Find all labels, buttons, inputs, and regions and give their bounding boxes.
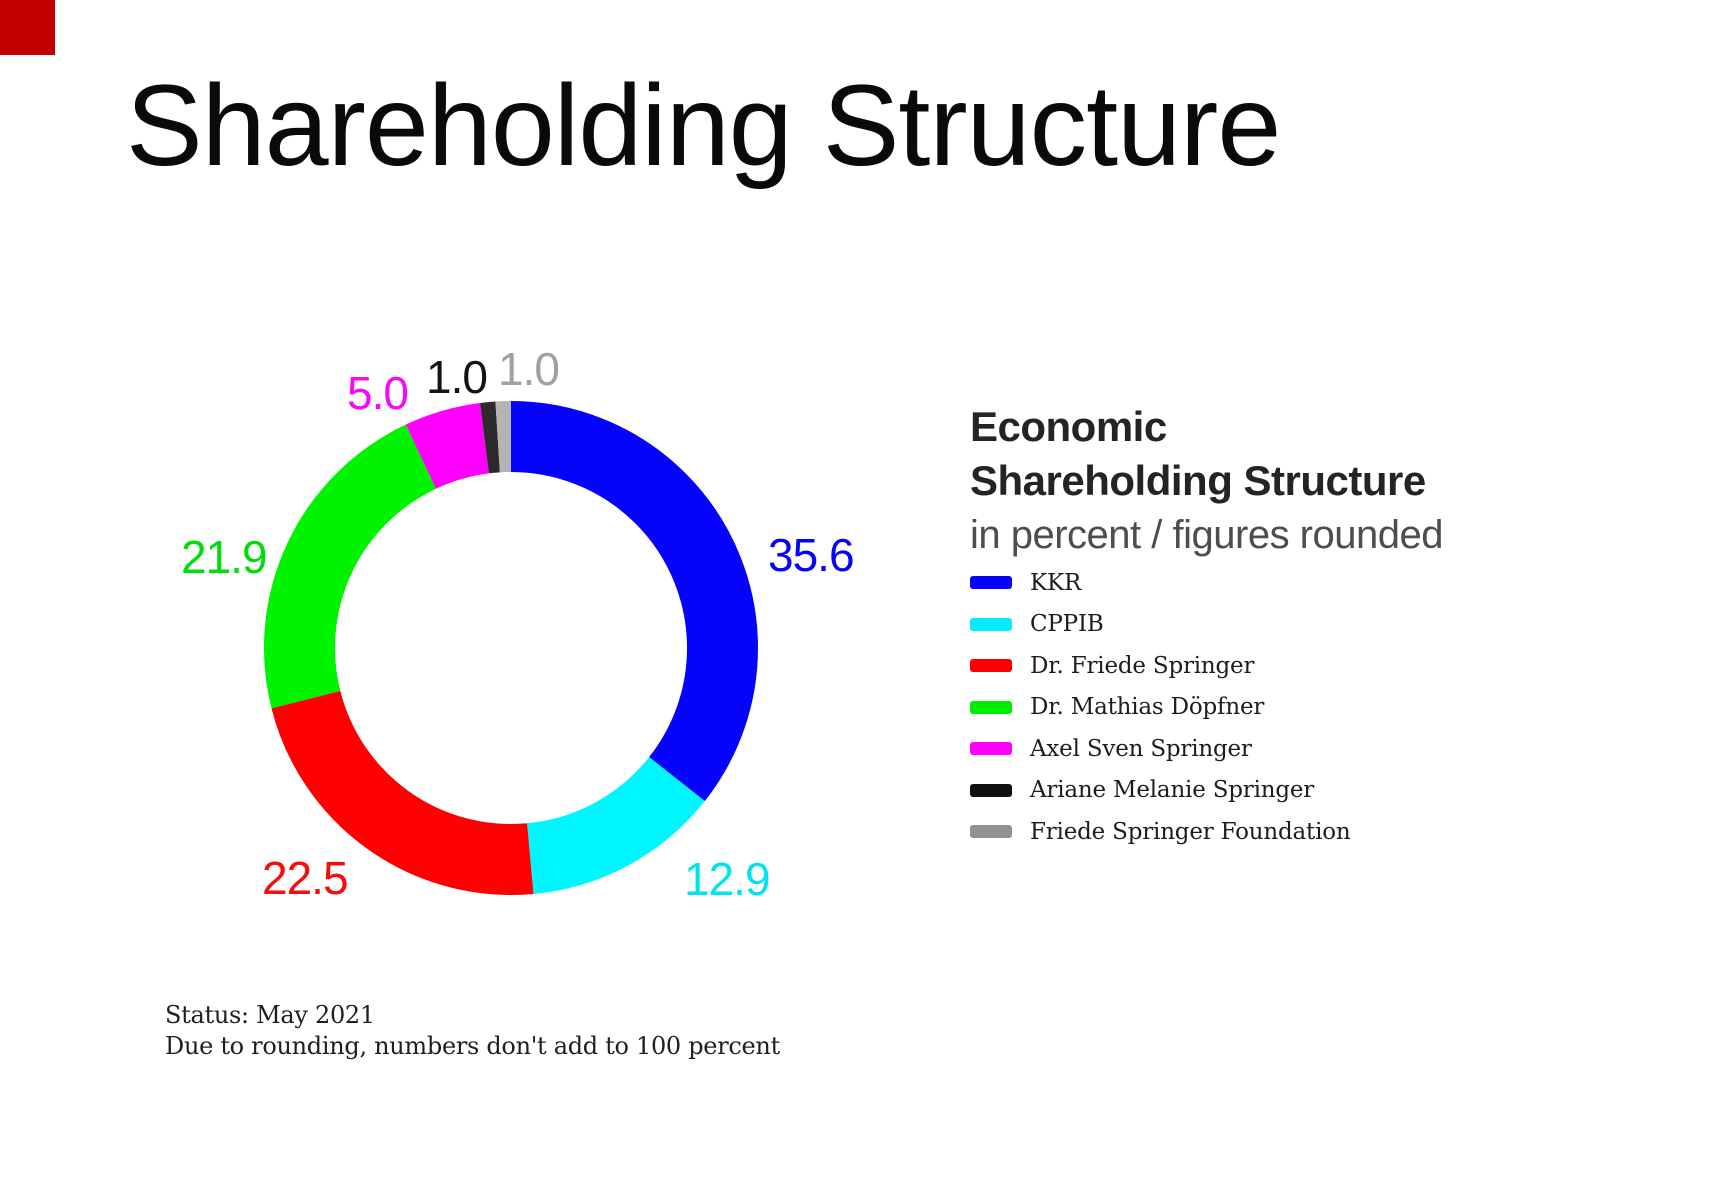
legend-swatch: [970, 700, 1012, 714]
legend-swatch: [970, 659, 1012, 673]
status-line: Status: May 2021: [165, 1001, 375, 1029]
legend-label: Friede Springer Foundation: [1030, 818, 1351, 845]
legend-label: Dr. Mathias Döpfner: [1030, 694, 1265, 721]
legend-label: Axel Sven Springer: [1030, 735, 1252, 762]
legend-items: KKR CPPIB Dr. Friede Springer Dr. Mathias D…: [970, 562, 1351, 853]
donut-segment: [264, 401, 758, 895]
page-title: Shareholding Structure: [126, 62, 1281, 190]
slice-label: 21.9: [181, 531, 268, 583]
brand-corner-square: [0, 0, 55, 55]
legend-row: KKR: [970, 562, 1351, 604]
legend-label: CPPIB: [1030, 611, 1104, 638]
rounding-note: Due to rounding, numbers don't add to 10…: [165, 1032, 780, 1060]
donut-segment: [264, 401, 758, 895]
legend-row: Friede Springer Foundation: [970, 811, 1351, 853]
legend-swatch: [970, 783, 1012, 797]
slice-label: 22.5: [262, 852, 349, 904]
legend-row: Axel Sven Springer: [970, 728, 1351, 770]
legend-title-line1: Economic: [970, 403, 1167, 450]
legend-subtitle: in percent / figures rounded: [970, 513, 1443, 557]
legend-row: CPPIB: [970, 604, 1351, 646]
legend-swatch: [970, 576, 1012, 590]
slice-label: 12.9: [684, 853, 771, 905]
donut-segment: [264, 401, 758, 895]
legend-panel: Economic Shareholding Structure in perce…: [970, 400, 1610, 562]
donut-segment: [264, 401, 758, 895]
legend-label: KKR: [1030, 569, 1082, 596]
slice-label: 1.0: [426, 351, 488, 403]
legend-row: Dr. Friede Springer: [970, 645, 1351, 687]
legend-row: Ariane Melanie Springer: [970, 770, 1351, 812]
slice-label: 35.6: [768, 529, 855, 581]
footer: Status: May 2021 Due to rounding, number…: [165, 1000, 780, 1062]
legend-swatch: [970, 742, 1012, 756]
legend-title-line2: Shareholding Structure: [970, 457, 1426, 504]
slice-label: 5.0: [347, 367, 409, 419]
legend-label: Dr. Friede Springer: [1030, 652, 1255, 679]
legend-row: Dr. Mathias Döpfner: [970, 687, 1351, 729]
legend-swatch: [970, 825, 1012, 839]
donut-chart-svg: [264, 401, 758, 895]
legend-swatch: [970, 617, 1012, 631]
legend-label: Ariane Melanie Springer: [1030, 777, 1315, 804]
donut-segment: [264, 401, 758, 895]
donut-segment: [264, 401, 758, 895]
slice-label: 1.0: [498, 343, 560, 395]
donut-chart: [264, 401, 758, 895]
